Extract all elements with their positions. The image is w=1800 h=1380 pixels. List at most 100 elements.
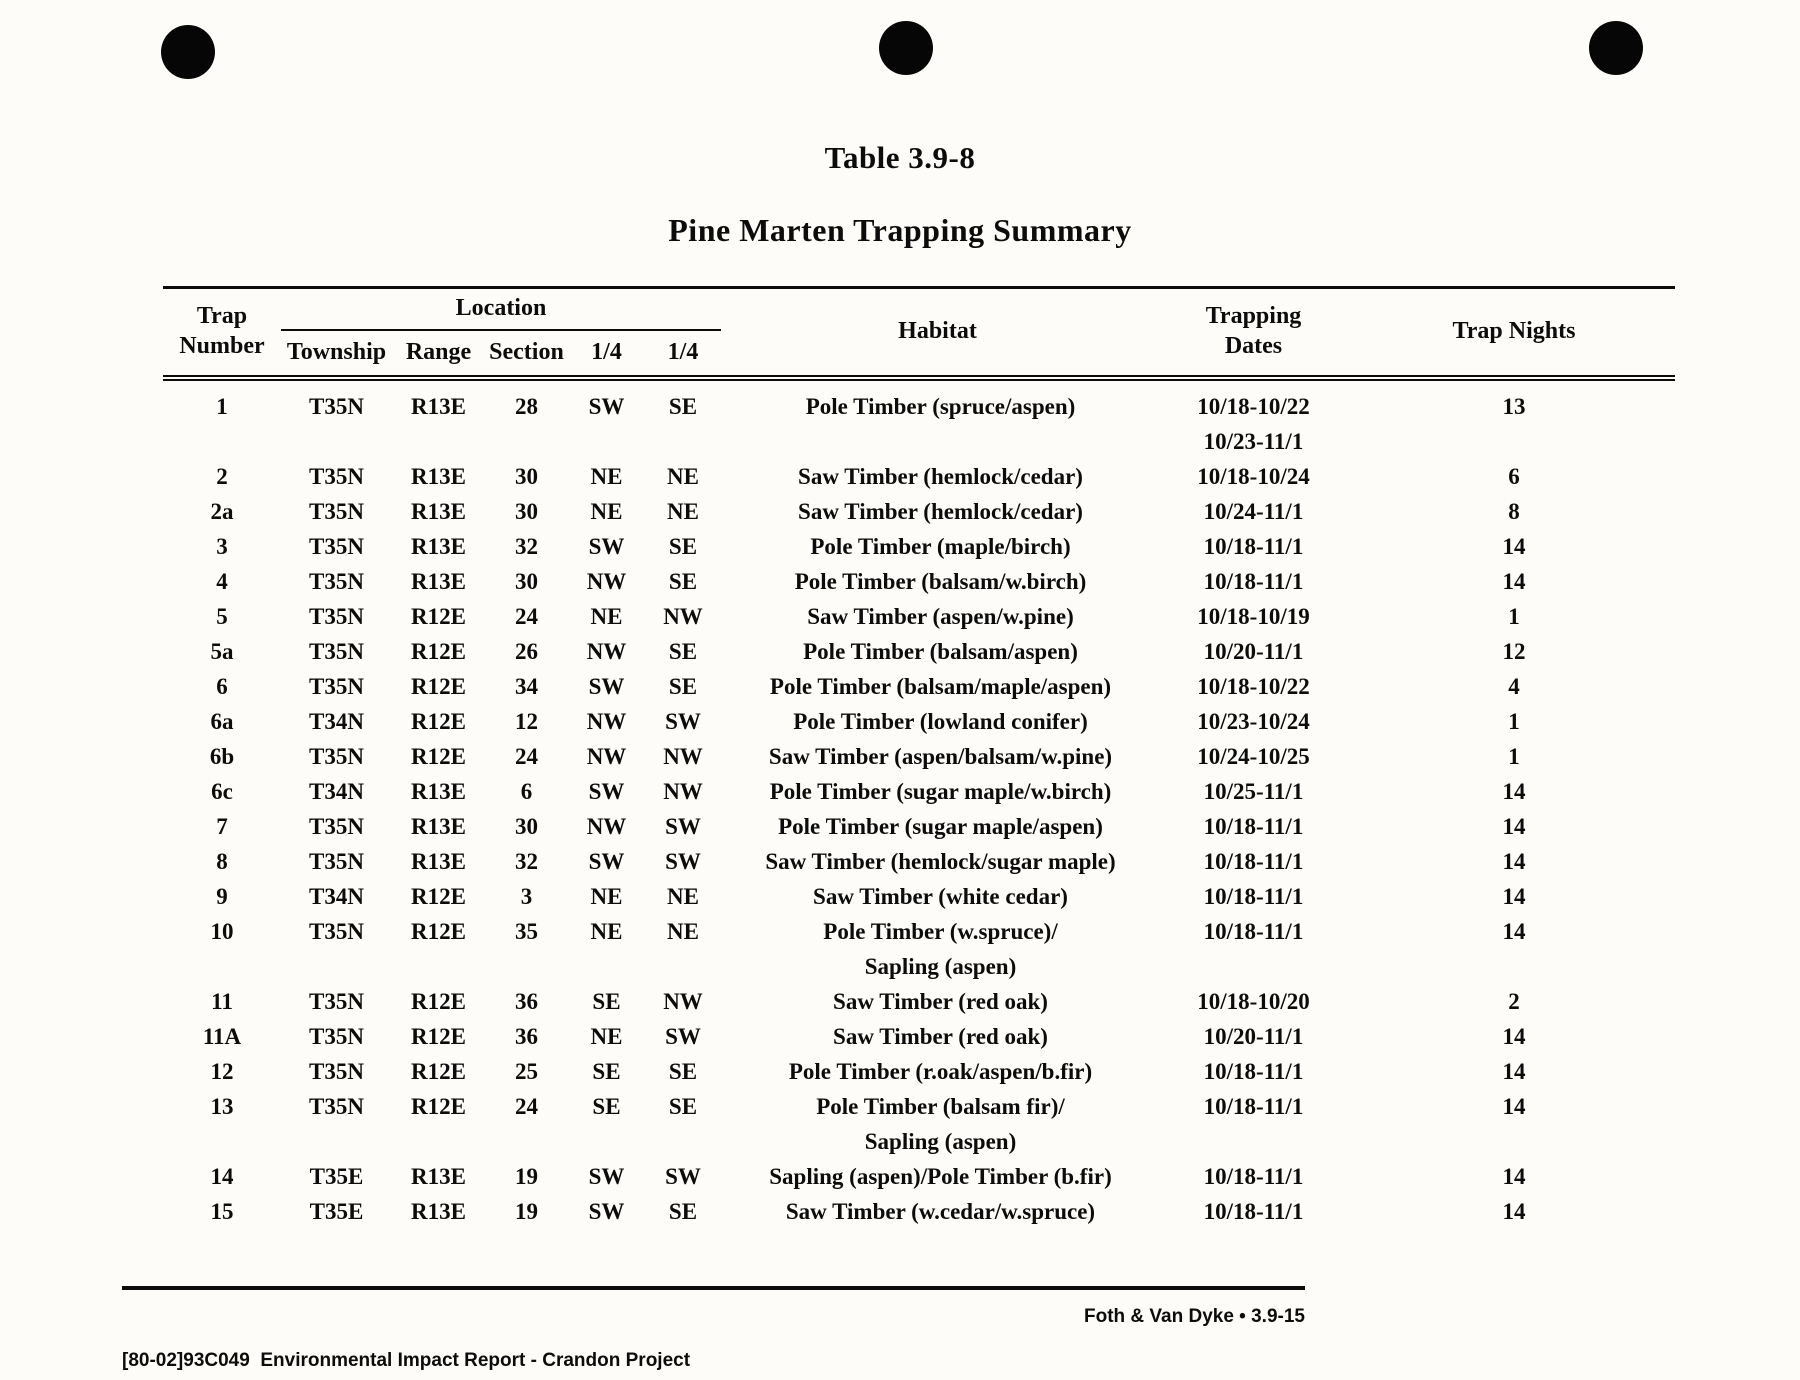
cell-quarter-2: SW — [665, 849, 701, 874]
col-header-habitat: Habitat — [898, 318, 977, 344]
cell-quarter-1: NW — [586, 569, 627, 594]
cell-trap-nights: 14 — [1502, 1199, 1526, 1224]
cell-quarter-1: SW — [588, 534, 625, 559]
cell-habitat: Pole Timber (lowland conifer) — [793, 709, 1088, 734]
cell-trap-nights: 14 — [1502, 814, 1526, 839]
cell-range: R13E — [411, 534, 466, 559]
cell-quarter-1: SE — [592, 1059, 621, 1084]
table-row: 6 T35N R12E 34 SW SE Pole Timber (balsam… — [163, 669, 1675, 704]
cell-trapping-dates: 10/23-10/24 — [1197, 709, 1310, 734]
table-row: 11A T35N R12E 36 NE SW Saw Timber (red o… — [163, 1019, 1675, 1054]
cell-trap-number: 15 — [210, 1199, 234, 1224]
cell-quarter-2: SE — [668, 1199, 698, 1224]
cell-quarter-1: SE — [592, 989, 621, 1014]
cell-section: 35 — [515, 919, 538, 944]
cell-trap-number: 1 — [216, 394, 228, 419]
cell-habitat: Pole Timber (w.spruce)/ Sapling (aspen) — [823, 919, 1058, 979]
cell-trap-nights: 14 — [1502, 1164, 1526, 1189]
footer-report-id: [80-02]93C049 Environmental Impact Repor… — [122, 1350, 691, 1371]
table-row: 12 T35N R12E 25 SE SE Pole Timber (r.oak… — [163, 1054, 1675, 1089]
cell-quarter-1: SW — [588, 1164, 625, 1189]
cell-habitat: Saw Timber (hemlock/sugar maple) — [765, 849, 1116, 874]
cell-trapping-dates: 10/18-11/1 — [1203, 569, 1304, 594]
cell-quarter-2: NW — [663, 989, 703, 1014]
cell-section: 32 — [515, 849, 538, 874]
cell-range: R12E — [411, 744, 466, 769]
cell-section: 12 — [515, 709, 538, 734]
cell-section: 30 — [515, 569, 538, 594]
cell-habitat: Pole Timber (balsam/w.birch) — [794, 569, 1087, 594]
table-row: 6a T34N R12E 12 NW SW Pole Timber (lowla… — [163, 704, 1675, 739]
cell-quarter-1: SW — [588, 394, 625, 419]
cell-quarter-1: NE — [590, 464, 623, 489]
cell-section: 30 — [515, 499, 538, 524]
cell-habitat: Pole Timber (balsam/aspen) — [803, 639, 1078, 664]
cell-quarter-1: SW — [588, 1199, 625, 1224]
cell-township: T35N — [309, 1024, 364, 1049]
cell-quarter-1: SW — [588, 849, 625, 874]
cell-section: 6 — [520, 779, 533, 804]
cell-trap-nights: 14 — [1502, 534, 1526, 559]
table-row: 5a T35N R12E 26 NW SE Pole Timber (balsa… — [163, 634, 1675, 669]
cell-township: T35N — [309, 674, 364, 699]
cell-quarter-1: NE — [590, 884, 623, 909]
cell-range: R12E — [411, 674, 466, 699]
cell-township: T35N — [309, 499, 364, 524]
cell-trap-number: 9 — [216, 884, 228, 909]
cell-township: T35N — [309, 639, 364, 664]
table-row: 4 T35N R13E 30 NW SE Pole Timber (balsam… — [163, 564, 1675, 599]
punch-hole-left — [161, 25, 215, 79]
cell-range: R12E — [411, 989, 466, 1014]
cell-quarter-1: NE — [590, 1024, 623, 1049]
cell-section: 24 — [515, 1094, 538, 1119]
col-header-quarter-2: 1/4 — [667, 339, 699, 365]
cell-trapping-dates: 10/18-11/1 — [1203, 814, 1304, 839]
cell-section: 36 — [515, 989, 538, 1014]
cell-section: 36 — [515, 1024, 538, 1049]
cell-quarter-2: NE — [667, 499, 699, 524]
cell-section: 30 — [515, 814, 538, 839]
cell-range: R13E — [411, 464, 466, 489]
cell-range: R13E — [411, 814, 466, 839]
cell-trap-number: 2 — [216, 464, 228, 489]
cell-quarter-2: SE — [668, 569, 698, 594]
table-row: 6c T34N R13E 6 SW NW Pole Timber (sugar … — [163, 774, 1675, 809]
cell-quarter-1: NE — [590, 499, 623, 524]
cell-trap-nights: 6 — [1508, 464, 1520, 489]
cell-township: T35N — [309, 744, 364, 769]
cell-trapping-dates: 10/18-11/1 — [1203, 919, 1304, 944]
col-header-location: Location — [281, 287, 721, 331]
cell-township: T35N — [309, 989, 364, 1014]
cell-quarter-1: NE — [590, 919, 623, 944]
cell-quarter-1: NW — [586, 639, 627, 664]
cell-habitat: Sapling (aspen)/Pole Timber (b.fir) — [769, 1164, 1112, 1189]
cell-section: 32 — [515, 534, 538, 559]
cell-township: T35N — [309, 569, 364, 594]
table-row: 15 T35E R13E 19 SW SE Saw Timber (w.ceda… — [163, 1194, 1675, 1229]
cell-quarter-2: SW — [665, 709, 701, 734]
cell-habitat: Pole Timber (maple/birch) — [810, 534, 1071, 559]
table-row: 13 T35N R12E 24 SE SE Pole Timber (balsa… — [163, 1089, 1675, 1159]
cell-habitat: Pole Timber (balsam/maple/aspen) — [769, 674, 1112, 699]
col-header-township: Township — [286, 339, 387, 365]
cell-habitat: Pole Timber (sugar maple/aspen) — [778, 814, 1103, 839]
cell-habitat: Pole Timber (balsam fir)/ Sapling (aspen… — [816, 1094, 1065, 1154]
cell-quarter-2: SW — [665, 1024, 701, 1049]
cell-range: R13E — [411, 1164, 466, 1189]
cell-section: 25 — [515, 1059, 538, 1084]
cell-trap-nights: 12 — [1502, 639, 1526, 664]
cell-section: 28 — [515, 394, 538, 419]
cell-trap-nights: 8 — [1508, 499, 1520, 524]
table-row: 7 T35N R13E 30 NW SW Pole Timber (sugar … — [163, 809, 1675, 844]
cell-trap-number: 7 — [216, 814, 228, 839]
col-header-trap-number: Trap Number — [179, 303, 265, 359]
cell-quarter-2: NW — [663, 744, 703, 769]
cell-section: 3 — [520, 884, 533, 909]
col-header-section: Section — [489, 339, 564, 365]
cell-range: R13E — [411, 394, 466, 419]
cell-trap-number: 5 — [216, 604, 228, 629]
cell-trap-number: 11A — [202, 1024, 242, 1049]
cell-trap-nights: 13 — [1502, 394, 1526, 419]
cell-habitat: Pole Timber (sugar maple/w.birch) — [769, 779, 1112, 804]
cell-quarter-2: SE — [668, 1059, 698, 1084]
